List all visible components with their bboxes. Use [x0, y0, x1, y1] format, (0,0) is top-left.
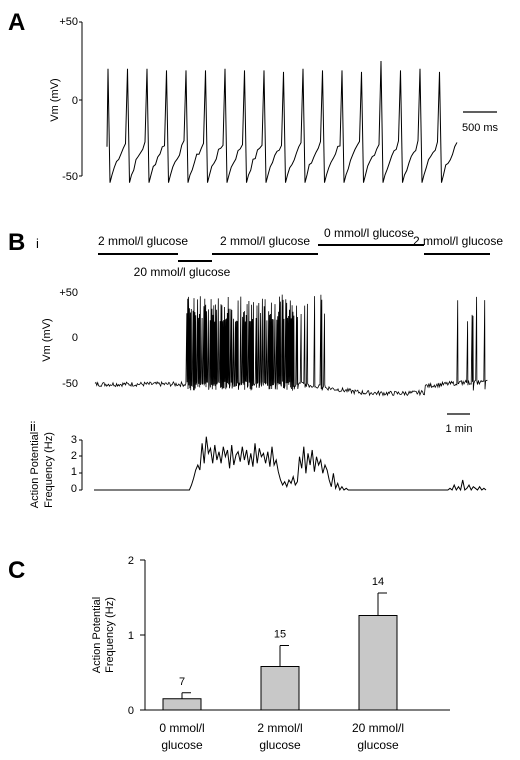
panel-c-ytick-label: 0: [128, 705, 134, 717]
panel-b-ii-ytick-label: 1: [71, 466, 77, 478]
panel-b-ii-ytick-label: 0: [71, 483, 77, 495]
panel-b-scale-bar-label: 1 min: [446, 423, 473, 435]
condition-label: 20 mmol/l glucose: [134, 265, 231, 279]
panel-b-ii-y-axis-label-line: Frequency (Hz): [43, 432, 55, 508]
panel-label-a: A: [8, 9, 25, 36]
panel-b-ii-ytick-label: 3: [71, 434, 77, 446]
category-label-1: 2 mmol/l: [257, 721, 302, 735]
panel-a-y-axis-label: Vm (mV): [49, 78, 61, 121]
category-label-2: 20 mmol/l: [352, 721, 404, 735]
panel-label-b: B: [8, 229, 25, 256]
panel-c-bar-chart: 2 1 0 7 0 mmol/l glucose 15 2 mmol/l glucose 14 2…: [91, 555, 450, 752]
panel-c-y-axis-label-line: Action Potential: [91, 597, 103, 673]
glucose-condition-bars: 2 mmol/l glucose 20 mmol/l glucose 2 mmo…: [98, 226, 503, 279]
bar-2: [358, 615, 398, 711]
panel-b-i-y-axis-label: Vm (mV): [41, 318, 53, 361]
panel-a-membrane-trace: [106, 60, 458, 183]
panel-label-c: C: [8, 557, 25, 584]
panel-a-scale-bar-label: 500 ms: [462, 122, 499, 134]
bar-1: [260, 666, 300, 711]
condition-label: 0 mmol/l glucose: [324, 226, 414, 240]
category-label-2: glucose: [357, 738, 399, 752]
condition-label: 2 mmol/l glucose: [220, 234, 310, 248]
bar-0: [162, 698, 202, 711]
panel-b-i-trace-chart: +50 0 -50 Vm (mV) 1 min: [41, 287, 488, 435]
panel-a-trace-chart: +50 0 -50 Vm (mV) 500 ms: [49, 16, 499, 183]
panel-sub-label-i: i: [36, 236, 39, 251]
panel-a-ytick-label: 0: [72, 95, 78, 107]
condition-label: 2 mmol/l glucose: [98, 234, 188, 248]
panel-b-i-ytick-label: +50: [59, 287, 78, 299]
bar-n-label-2: 14: [372, 576, 384, 588]
condition-label: 2 mmol/l glucose: [413, 234, 503, 248]
bar-n-label-1: 15: [274, 629, 286, 641]
panel-b-i-ytick-label: -50: [62, 378, 78, 390]
panel-b-ii-ytick-label: 2: [71, 450, 77, 462]
category-label-1: glucose: [259, 738, 301, 752]
category-label-0: 0 mmol/l: [159, 721, 204, 735]
panel-b-ii-y-axis-label-line: Action Potential: [29, 432, 41, 508]
panel-sub-label-ii: ii: [30, 419, 36, 434]
bar-n-label-0: 7: [179, 676, 185, 688]
panel-a-ytick-label: -50: [62, 171, 78, 183]
panel-c-ytick-label: 2: [128, 555, 134, 567]
panel-b-ii-frequency-chart: 3 2 1 0 Action Potential Frequency (Hz): [29, 432, 487, 508]
category-label-0: glucose: [161, 738, 203, 752]
panel-a-ytick-label: +50: [59, 16, 78, 28]
panel-b-i-membrane-trace: [94, 294, 488, 397]
panel-c-y-axis-label-line: Frequency (Hz): [104, 597, 116, 673]
panel-c-ytick-label: 1: [128, 630, 134, 642]
panel-b-ii-frequency-line: [94, 436, 487, 492]
panel-b-i-ytick-label: 0: [72, 332, 78, 344]
